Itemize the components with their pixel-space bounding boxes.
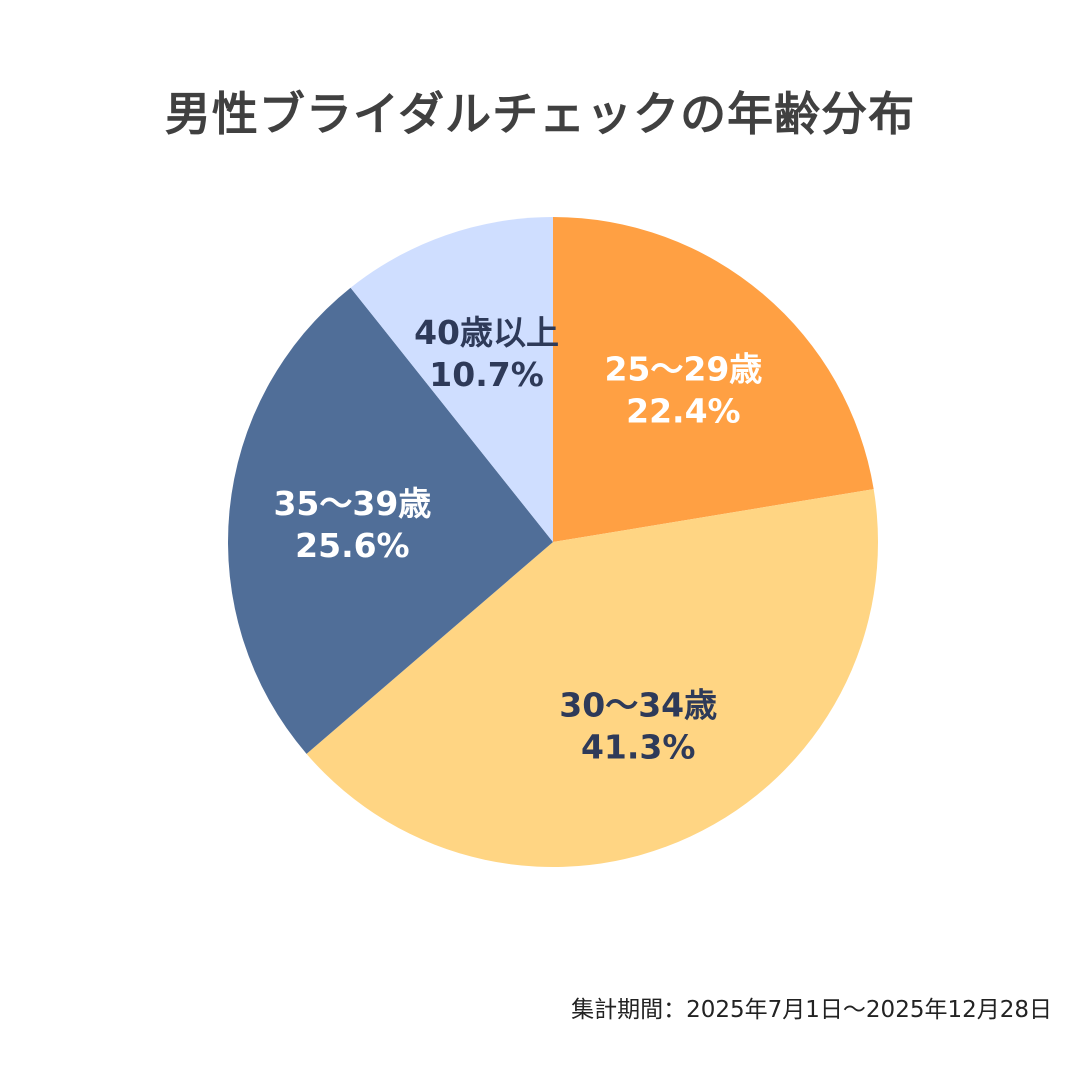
slice-category-label: 30〜34歳 [559,686,717,725]
pie-slice [306,489,879,867]
aggregation-period-note: 集計期間：2025年7月1日〜2025年12月28日 [571,997,1052,1023]
pie-slice [228,287,553,754]
slice-category-label: 25〜29歳 [604,349,762,388]
slice-value-label: 25.6% [295,526,410,565]
slice-category-label: 40歳以上 [414,313,559,352]
slice-category-label: 35〜39歳 [273,484,431,523]
pie-slice [350,217,553,542]
slice-value-label: 10.7% [429,355,544,394]
pie-slice [553,217,874,542]
chart-title: 男性ブライダルチェックの年齢分布 [164,87,916,141]
slice-value-label: 22.4% [626,391,741,430]
pie-slices [228,217,879,867]
slice-value-label: 41.3% [581,728,696,767]
